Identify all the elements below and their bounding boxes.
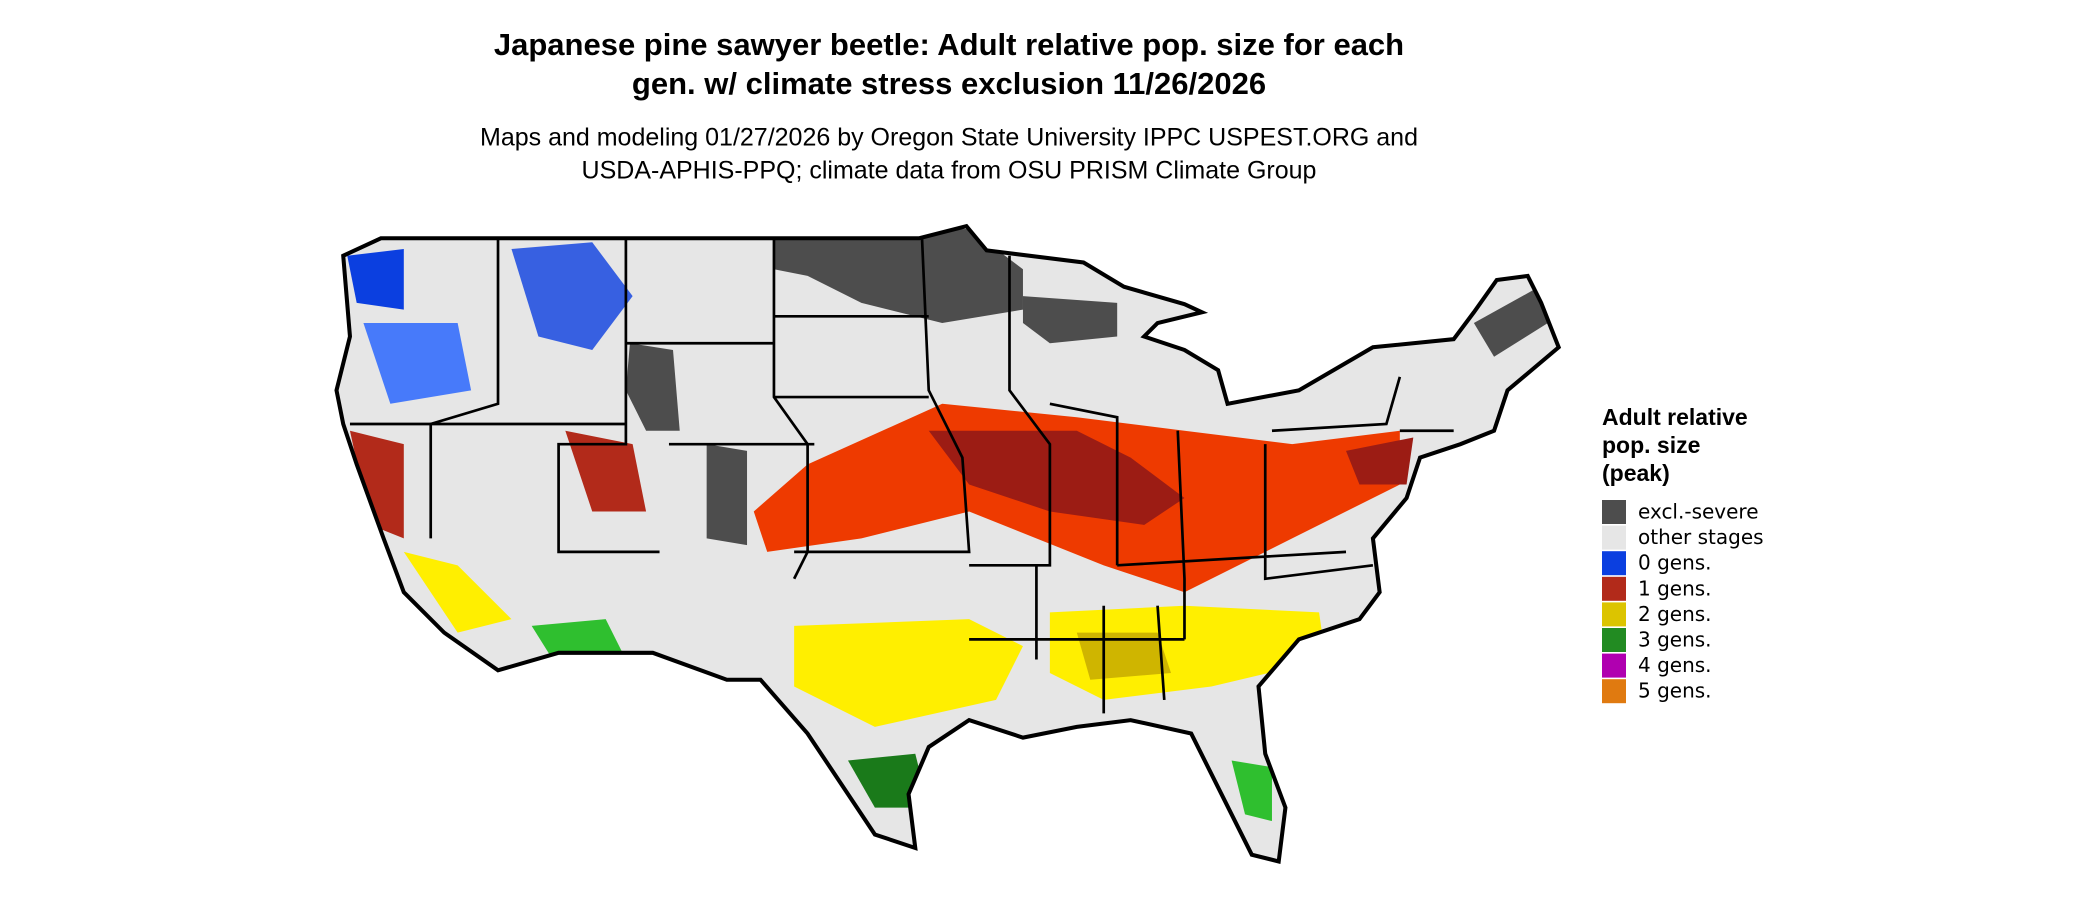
legend-label: 4 gens.	[1638, 653, 1712, 677]
legend-label: other stages	[1638, 525, 1764, 549]
legend-swatch	[1602, 628, 1626, 652]
legend-title-line: (peak)	[1602, 460, 1670, 486]
legend-swatch	[1602, 653, 1626, 678]
legend-label: excl.-severe	[1638, 500, 1759, 524]
legend-swatch	[1602, 576, 1626, 601]
legend-swatch	[1602, 679, 1626, 704]
title-line: Japanese pine sawyer beetle: Adult relat…	[494, 27, 1404, 62]
title-line: gen. w/ climate stress exclusion 11/26/2…	[632, 66, 1266, 101]
legend-swatch	[1602, 500, 1626, 524]
legend-label: 2 gens.	[1638, 602, 1712, 626]
subtitle-line: USDA-APHIS-PPQ; climate data from OSU PR…	[582, 157, 1317, 185]
us-map	[337, 226, 1559, 861]
legend-swatch	[1602, 525, 1626, 550]
legend-swatch	[1602, 551, 1626, 576]
legend-label: 0 gens.	[1638, 551, 1712, 575]
state-lines	[349, 238, 1454, 714]
legend-label: 5 gens.	[1638, 679, 1712, 703]
legend-title-line: pop. size	[1602, 432, 1700, 458]
subtitle-line: Maps and modeling 01/27/2026 by Oregon S…	[480, 124, 1418, 152]
legend-swatch	[1602, 602, 1626, 627]
legend-title-line: Adult relative	[1602, 404, 1748, 430]
zones	[347, 228, 1548, 822]
legend-label: 3 gens.	[1638, 628, 1712, 652]
legend-label: 1 gens.	[1638, 576, 1712, 600]
